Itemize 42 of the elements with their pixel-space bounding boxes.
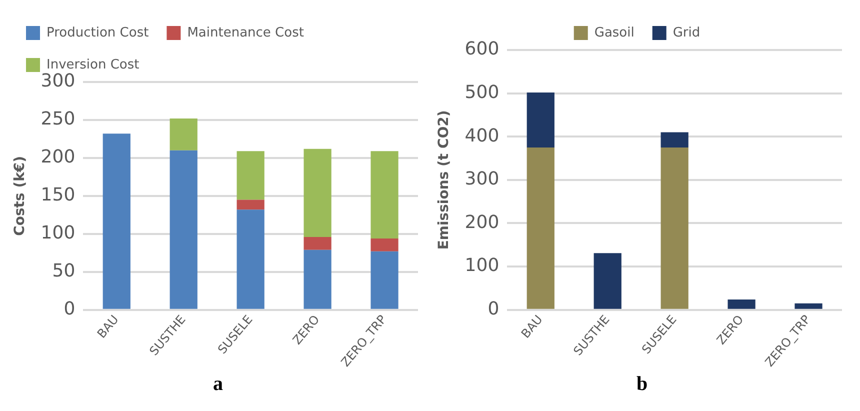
y-tick-label: 500 [464, 82, 500, 103]
bar [304, 148, 332, 237]
bar [526, 147, 554, 309]
bar [660, 147, 688, 309]
bar [236, 210, 264, 309]
bar [102, 134, 130, 309]
bar [370, 251, 398, 309]
y-tick-label: 250 [40, 108, 76, 130]
y-tick-label: 200 [40, 146, 76, 168]
bar [304, 250, 332, 309]
y-axis-title: Emissions (t CO2) [436, 110, 452, 250]
y-tick-label: 200 [464, 212, 500, 233]
y-tick-label: 100 [40, 222, 76, 244]
legend-label: Grid [672, 25, 700, 40]
bar [370, 151, 398, 238]
y-tick-label: 600 [464, 38, 500, 60]
y-tick-label: 50 [52, 260, 76, 282]
bar [170, 150, 198, 309]
legend-label: Maintenance Cost [187, 25, 304, 40]
legend-label: Production Cost [46, 25, 149, 40]
y-axis-title: Costs (k€) [12, 156, 28, 236]
y-tick-label: 0 [488, 298, 500, 320]
y-tick-label: 300 [464, 168, 500, 190]
bar [170, 118, 198, 150]
bar [660, 132, 688, 148]
bar [594, 253, 622, 309]
y-tick-label: 150 [40, 184, 76, 206]
bar [526, 92, 554, 148]
y-tick-label: 300 [40, 70, 76, 92]
y-tick-label: 400 [464, 125, 500, 146]
y-tick-label: 100 [464, 255, 500, 276]
bar [370, 238, 398, 252]
bar [794, 303, 822, 309]
bar [236, 151, 264, 200]
bar [728, 299, 756, 309]
legend-label: Inversion Cost [46, 57, 140, 72]
bar [236, 200, 264, 210]
text: b [635, 373, 649, 396]
legend-label: Gasoil [594, 25, 634, 40]
text: a [212, 373, 224, 396]
bar [304, 236, 332, 250]
y-tick-label: 0 [64, 298, 76, 320]
